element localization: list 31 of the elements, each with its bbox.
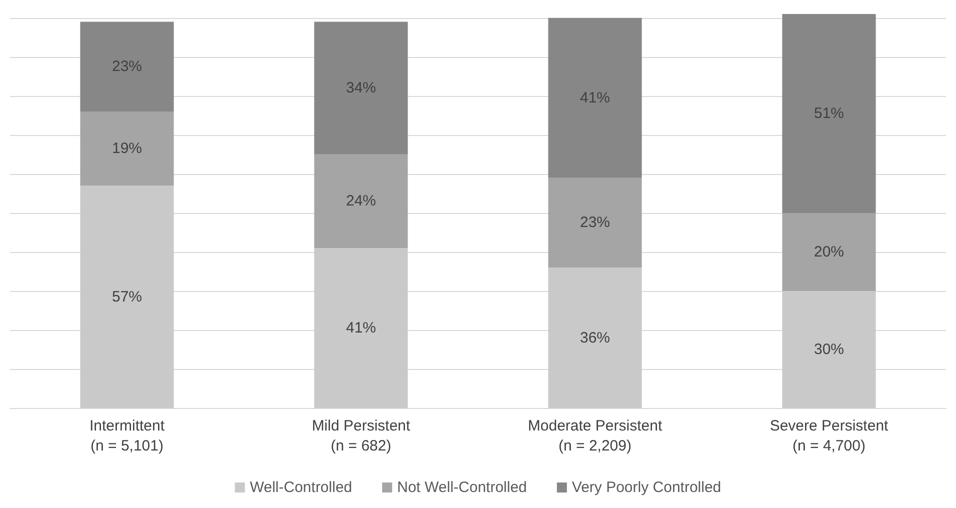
- data-label: 41%: [346, 320, 376, 337]
- data-label: 34%: [346, 80, 376, 97]
- bar: [782, 290, 876, 408]
- data-label: 20%: [814, 243, 844, 260]
- bar: [80, 112, 174, 186]
- legend-label: Very Poorly Controlled: [572, 479, 722, 496]
- legend-label: Well-Controlled: [250, 479, 352, 496]
- data-label: 30%: [814, 340, 844, 358]
- bar: [314, 248, 408, 408]
- data-label: 36%: [580, 329, 610, 346]
- bar: [548, 18, 642, 178]
- legend-label: Not Well-Controlled: [397, 479, 527, 496]
- x-tick-label: Intermittent (n = 5,101): [89, 418, 166, 454]
- data-label: 23%: [580, 214, 610, 232]
- data-label: 41%: [580, 89, 610, 106]
- data-label: 51%: [814, 104, 844, 122]
- x-tick-label: Mild Persistent (n = 682): [312, 418, 412, 454]
- data-label: 19%: [112, 140, 142, 158]
- bar: [782, 14, 876, 213]
- bar: [548, 178, 642, 268]
- x-tick-label: Severe Persistent (n = 4,700): [770, 418, 890, 454]
- bar: [314, 154, 408, 248]
- data-label: 23%: [112, 58, 142, 76]
- bar: [548, 268, 642, 408]
- data-label: 57%: [112, 288, 142, 306]
- data-label: 24%: [346, 192, 376, 210]
- x-tick-label: Moderate Persistent (n = 2,209): [528, 418, 663, 454]
- bar: [80, 22, 174, 112]
- bar: [782, 212, 876, 291]
- bar: [314, 22, 408, 154]
- bar: [80, 186, 174, 408]
